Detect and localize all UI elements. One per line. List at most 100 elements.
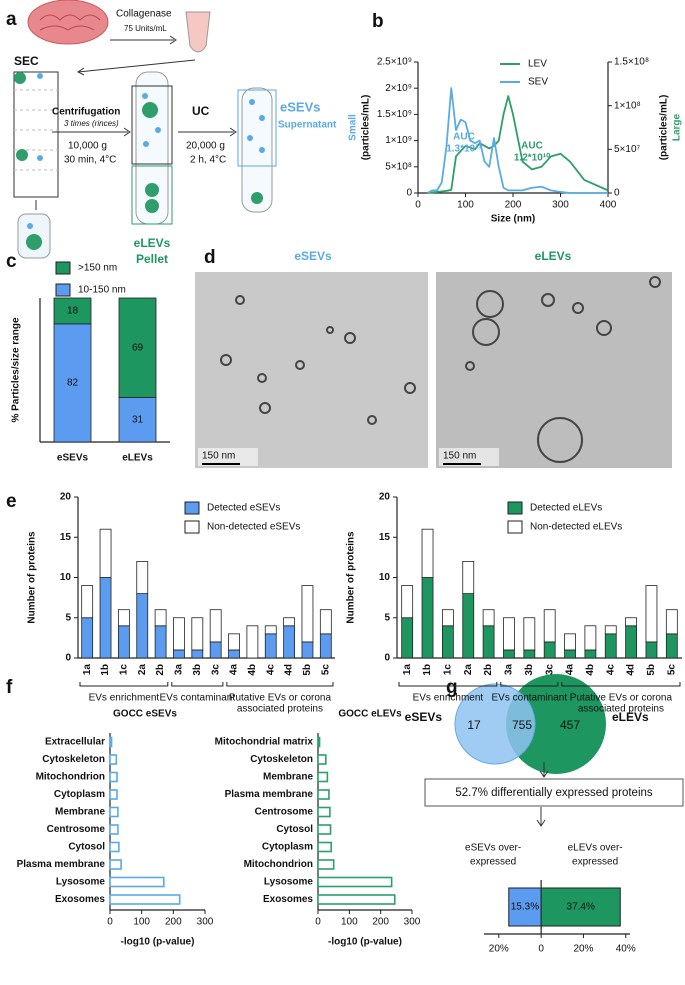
arrowhead: [229, 127, 237, 137]
bar-segment: [503, 617, 515, 651]
annotation: 1.2*10¹⁰: [514, 153, 550, 164]
x-tick-label: 200: [505, 200, 522, 211]
particle: [145, 199, 159, 213]
arrow: [539, 762, 549, 778]
bar: [540, 887, 621, 927]
bar: [109, 824, 119, 835]
x-tick-label: 3a: [504, 664, 515, 676]
bar-segment: [645, 585, 658, 643]
bar-segment: [482, 609, 495, 627]
box: [131, 85, 173, 165]
category-label: Membrane: [55, 807, 105, 818]
y2-axis-label: Large: [672, 113, 683, 141]
value-label: 18: [67, 306, 79, 317]
x-tick-label: 4b: [585, 664, 596, 676]
x-tick-label: 1c: [119, 664, 130, 676]
y-tick-label: 1.5×10⁹: [377, 109, 412, 120]
x-tick-label: 4c: [605, 664, 616, 676]
bar-segment: [173, 649, 185, 659]
bar-segment: [482, 625, 495, 659]
y-axis-label: % Particles/size range: [11, 317, 22, 422]
label: eLEVs: [134, 236, 171, 250]
group-bracket: [500, 682, 559, 687]
label: Centrifugation: [52, 107, 120, 118]
bar-segment: [264, 633, 277, 659]
particle: [16, 149, 28, 161]
group-label: Putative EVs or corona: [229, 693, 332, 704]
bar-segment: [99, 528, 112, 578]
x-tick-label: 40%: [616, 944, 636, 955]
bar-segment: [421, 528, 434, 578]
bar-segment: [401, 585, 414, 619]
x-tick-label: 0: [315, 917, 321, 928]
summary-box: [424, 778, 684, 807]
y-tick-label: 10: [60, 572, 72, 583]
set-count: 17: [467, 718, 481, 732]
bar-segment: [584, 625, 597, 651]
category-label: Cytoplasm: [262, 842, 313, 853]
particle: [142, 93, 148, 99]
legend-swatch: [55, 283, 71, 297]
image-title: eLEVs: [535, 249, 572, 263]
bar-segment: [53, 323, 92, 443]
label: 30 min, 4°C: [64, 155, 116, 166]
scale-label: 150 nm: [202, 451, 235, 462]
label: 10,000 g: [68, 141, 107, 152]
x-axis-label: -log10 (p-value): [328, 937, 402, 948]
x-tick-label: 5b: [646, 664, 657, 676]
particle: [259, 147, 265, 153]
category-label: expressed: [470, 857, 516, 868]
brain-folds: [39, 14, 101, 31]
y-tick-label: 15: [60, 532, 72, 543]
y-tick-label: 0: [65, 653, 71, 664]
bar-segment: [136, 593, 149, 659]
label: 2 h, 4°C: [190, 155, 226, 166]
bar-segment: [154, 625, 167, 659]
legend-label: 10-150 nm: [78, 285, 126, 296]
y2-axis-label: (particles/mL): [659, 95, 670, 161]
x-tick-label: eLEVs: [122, 453, 153, 464]
image-title: eSEVs: [294, 249, 332, 263]
legend-swatch: [184, 501, 200, 515]
arrowhead: [77, 67, 85, 76]
x-tick-label: 400: [600, 200, 617, 211]
bar-segment: [117, 609, 130, 627]
category-label: Cytoskeleton: [42, 754, 105, 765]
panel-letter: c: [6, 251, 17, 272]
legend-swatch: [507, 520, 523, 534]
x-tick-label: 1a: [402, 664, 413, 676]
x-axis-label: -log10 (p-value): [121, 937, 195, 948]
category-label: Extracellular: [45, 737, 105, 748]
group-label: associated proteins: [578, 704, 664, 715]
x-tick-label: 100: [133, 917, 150, 928]
y-tick-label: 5: [65, 612, 71, 623]
chart-title: GOCC eSEVs: [113, 709, 177, 720]
legend-label: >150 nm: [78, 263, 117, 274]
category-label: Membrane: [263, 772, 313, 783]
x-tick-label: 2b: [483, 664, 494, 676]
x-tick-label: 0: [415, 200, 421, 211]
annotation: 1.3*10¹¹: [446, 144, 482, 155]
bar-segment: [543, 641, 556, 659]
set-label: eLEVs: [612, 710, 649, 724]
particle: [143, 141, 149, 147]
bar-segment: [81, 617, 94, 659]
series-line: [427, 95, 609, 194]
chart-title: GOCC eLEVs: [338, 709, 402, 720]
label: 3 times (rinces): [64, 119, 119, 128]
y-tick-label: 0: [406, 188, 412, 199]
group-label: EVs enrichment: [413, 693, 484, 704]
workflow: Collagenase 75 Units/mL SEC Centrifugati…: [13, 0, 337, 266]
brain: [27, 0, 109, 45]
y-tick-label: 2×10⁹: [385, 83, 412, 94]
group-label: Putative EVs or corona: [570, 693, 673, 704]
y-axis-label: Number of proteins: [27, 531, 38, 624]
value-label: 69: [132, 342, 144, 353]
y-axis-label: (particles/mL): [361, 95, 372, 161]
y-axis-label: Small: [348, 114, 359, 141]
bar-segment: [523, 617, 536, 651]
x-tick-label: 0: [538, 944, 544, 955]
bar-segment: [625, 617, 638, 627]
micrograph: [436, 272, 672, 468]
